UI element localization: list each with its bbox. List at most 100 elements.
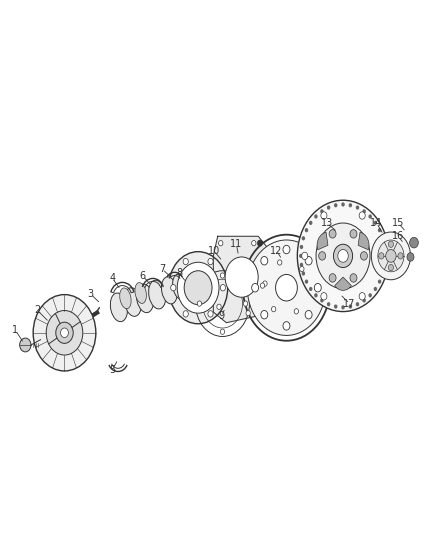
Circle shape bbox=[220, 285, 226, 291]
Circle shape bbox=[309, 221, 312, 225]
Circle shape bbox=[374, 221, 377, 225]
Circle shape bbox=[302, 252, 308, 260]
Circle shape bbox=[379, 253, 384, 259]
Circle shape bbox=[305, 279, 308, 284]
Wedge shape bbox=[358, 232, 369, 250]
Circle shape bbox=[314, 293, 318, 297]
Circle shape bbox=[386, 249, 396, 262]
Circle shape bbox=[283, 245, 290, 254]
Circle shape bbox=[309, 287, 312, 291]
Circle shape bbox=[349, 203, 352, 207]
Circle shape bbox=[183, 311, 188, 317]
Ellipse shape bbox=[162, 277, 177, 304]
Text: 13: 13 bbox=[321, 218, 333, 228]
Circle shape bbox=[356, 205, 359, 209]
Circle shape bbox=[300, 245, 303, 249]
Circle shape bbox=[359, 293, 365, 300]
Text: 4: 4 bbox=[110, 273, 116, 283]
Circle shape bbox=[33, 295, 96, 371]
Circle shape bbox=[294, 309, 299, 314]
Circle shape bbox=[257, 240, 262, 246]
Text: 17: 17 bbox=[343, 298, 356, 309]
Circle shape bbox=[329, 273, 336, 282]
Wedge shape bbox=[335, 277, 351, 290]
Circle shape bbox=[334, 304, 337, 309]
Circle shape bbox=[60, 328, 68, 337]
Circle shape bbox=[247, 240, 325, 335]
Ellipse shape bbox=[148, 280, 166, 309]
Text: 3: 3 bbox=[88, 289, 94, 299]
Circle shape bbox=[327, 302, 330, 306]
Text: 8: 8 bbox=[176, 268, 182, 278]
Circle shape bbox=[333, 244, 353, 268]
Ellipse shape bbox=[124, 288, 141, 317]
Circle shape bbox=[217, 304, 221, 310]
Circle shape bbox=[383, 245, 386, 249]
Circle shape bbox=[389, 264, 393, 271]
Circle shape bbox=[410, 237, 418, 248]
Circle shape bbox=[407, 253, 414, 261]
Circle shape bbox=[56, 322, 73, 343]
Circle shape bbox=[314, 214, 318, 219]
Circle shape bbox=[319, 252, 325, 260]
Circle shape bbox=[252, 284, 258, 292]
Circle shape bbox=[302, 271, 305, 276]
Text: 2: 2 bbox=[34, 305, 40, 315]
Circle shape bbox=[283, 321, 290, 330]
Text: 12: 12 bbox=[270, 246, 283, 256]
Circle shape bbox=[378, 279, 381, 284]
Circle shape bbox=[300, 263, 303, 267]
Circle shape bbox=[246, 311, 251, 316]
Ellipse shape bbox=[173, 274, 187, 299]
Circle shape bbox=[371, 232, 410, 280]
Circle shape bbox=[197, 301, 201, 306]
Circle shape bbox=[276, 274, 297, 301]
Ellipse shape bbox=[137, 284, 154, 313]
Circle shape bbox=[368, 293, 372, 297]
Circle shape bbox=[263, 281, 267, 286]
Circle shape bbox=[220, 273, 225, 278]
Ellipse shape bbox=[135, 282, 146, 303]
Circle shape bbox=[381, 236, 385, 240]
Circle shape bbox=[327, 205, 330, 209]
Circle shape bbox=[302, 236, 305, 240]
Circle shape bbox=[184, 271, 212, 305]
Circle shape bbox=[381, 271, 385, 276]
Circle shape bbox=[225, 257, 258, 297]
Circle shape bbox=[183, 259, 188, 265]
Circle shape bbox=[334, 203, 337, 207]
Circle shape bbox=[341, 203, 345, 207]
Ellipse shape bbox=[183, 272, 196, 295]
Circle shape bbox=[389, 241, 393, 247]
Circle shape bbox=[299, 254, 303, 258]
Text: 9: 9 bbox=[218, 311, 224, 321]
Circle shape bbox=[261, 310, 268, 319]
Circle shape bbox=[350, 273, 357, 282]
Circle shape bbox=[297, 200, 389, 312]
Circle shape bbox=[252, 240, 256, 246]
Circle shape bbox=[349, 304, 352, 309]
Circle shape bbox=[220, 329, 225, 334]
Circle shape bbox=[314, 284, 321, 292]
Circle shape bbox=[356, 302, 359, 306]
Text: 1: 1 bbox=[12, 325, 18, 335]
Circle shape bbox=[46, 311, 83, 355]
Circle shape bbox=[350, 230, 357, 238]
Circle shape bbox=[300, 266, 304, 272]
Circle shape bbox=[244, 301, 248, 306]
Circle shape bbox=[383, 263, 386, 267]
Circle shape bbox=[362, 209, 366, 214]
Circle shape bbox=[362, 298, 366, 303]
Circle shape bbox=[329, 230, 336, 238]
Circle shape bbox=[384, 254, 387, 258]
Text: 10: 10 bbox=[208, 246, 220, 256]
Circle shape bbox=[378, 252, 385, 260]
Circle shape bbox=[208, 259, 213, 265]
Circle shape bbox=[177, 262, 219, 313]
Circle shape bbox=[305, 256, 312, 265]
Circle shape bbox=[305, 310, 312, 319]
Text: 7: 7 bbox=[159, 264, 166, 274]
Circle shape bbox=[219, 240, 223, 246]
Ellipse shape bbox=[110, 293, 127, 321]
Circle shape bbox=[321, 212, 327, 219]
